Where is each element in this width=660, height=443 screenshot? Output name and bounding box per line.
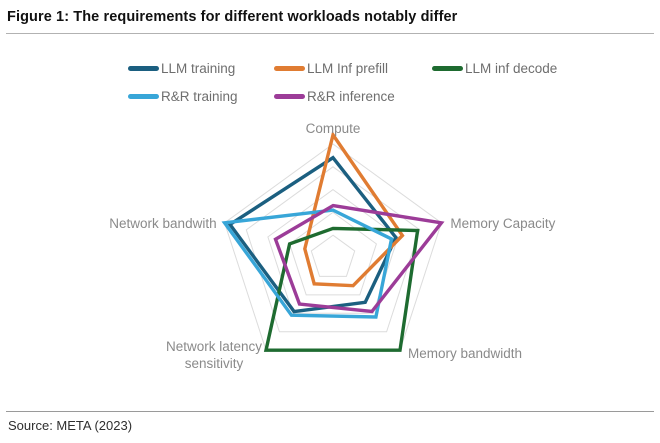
axis-label-network-latency-sensitivity-line2: sensitivity xyxy=(185,356,244,371)
axis-label-network-bandwith: Network bandwith xyxy=(109,216,216,231)
legend-item-r-r-inference: R&R inference xyxy=(274,87,432,106)
series-polygon-llm-inf-prefill xyxy=(303,130,405,288)
legend-marker-icon xyxy=(274,66,305,71)
legend-marker-icon xyxy=(128,66,159,71)
legend-marker-icon xyxy=(274,94,305,99)
legend-label: LLM training xyxy=(161,61,236,76)
axis-label-memory-bandwidth: Memory bandwidth xyxy=(408,346,522,361)
legend-label: R&R inference xyxy=(307,89,395,104)
legend-item-r-r-training: R&R training xyxy=(128,87,274,106)
legend-item-llm-inf-prefill: LLM Inf prefill xyxy=(274,59,432,78)
legend-item-llm-training: LLM training xyxy=(128,59,274,78)
axis-label-network-latency-sensitivity-line1: Network latency xyxy=(166,339,262,354)
legend-label: R&R training xyxy=(161,89,238,104)
series-polygon-r-r-inference xyxy=(273,203,445,314)
legend-label: LLM Inf prefill xyxy=(307,61,389,76)
grid-ring-2 xyxy=(289,211,377,296)
footer-divider xyxy=(6,411,654,412)
source-note: Source: META (2023) xyxy=(8,418,133,433)
figure-title: Figure 1: The requirements for different… xyxy=(7,9,458,25)
chart-legend: LLM training LLM Inf prefill LLM inf decod… xyxy=(128,59,557,106)
legend-label: LLM inf decode xyxy=(465,61,558,76)
axis-label-compute: Compute xyxy=(306,121,361,136)
grid-ring-1 xyxy=(310,234,356,277)
axis-label-memory-capacity: Memory Capacity xyxy=(450,216,555,231)
radar-chart: Compute Memory Capacity Memory bandwidth Ne… xyxy=(109,121,555,371)
legend-marker-icon xyxy=(128,94,159,99)
legend-marker-icon xyxy=(432,66,463,71)
title-divider xyxy=(6,33,654,34)
grid-ring-5 xyxy=(224,143,442,351)
series-polygon-llm-inf-decode xyxy=(263,226,420,352)
legend-item-llm-inf-decode: LLM inf decode xyxy=(432,59,557,78)
series-polygon-r-r-training xyxy=(221,208,394,319)
